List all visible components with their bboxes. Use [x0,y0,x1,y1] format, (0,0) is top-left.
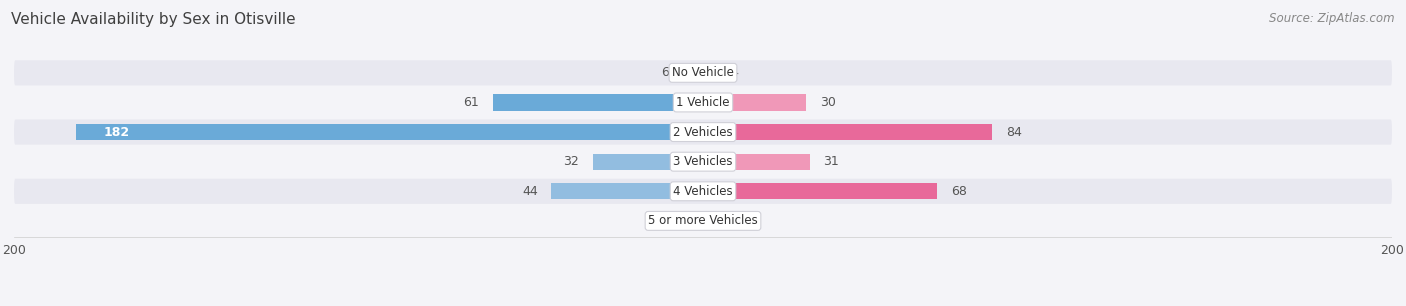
FancyBboxPatch shape [14,90,1392,115]
Bar [696,213,703,229]
Bar [682,65,703,81]
Text: 84: 84 [1007,125,1022,139]
Text: 3 Vehicles: 3 Vehicles [673,155,733,168]
Bar [551,183,703,200]
Bar [593,154,703,170]
FancyBboxPatch shape [14,208,1392,233]
Text: 4: 4 [731,215,738,227]
Text: 2: 2 [675,215,682,227]
Bar [703,65,717,81]
FancyBboxPatch shape [14,149,1392,174]
Bar [703,94,807,110]
Text: 2 Vehicles: 2 Vehicles [673,125,733,139]
FancyBboxPatch shape [14,119,1392,145]
Text: 32: 32 [564,155,579,168]
FancyBboxPatch shape [14,179,1392,204]
Text: 4: 4 [731,66,738,79]
Text: 30: 30 [820,96,837,109]
FancyBboxPatch shape [14,60,1392,85]
Text: 182: 182 [104,125,129,139]
Bar [494,94,703,110]
Text: 5 or more Vehicles: 5 or more Vehicles [648,215,758,227]
Text: 4 Vehicles: 4 Vehicles [673,185,733,198]
Text: No Vehicle: No Vehicle [672,66,734,79]
Text: 6: 6 [661,66,669,79]
Bar [76,124,703,140]
Text: 44: 44 [522,185,537,198]
Text: 1 Vehicle: 1 Vehicle [676,96,730,109]
Text: 31: 31 [824,155,839,168]
Bar [703,213,717,229]
Bar [703,154,810,170]
Bar [703,183,938,200]
Text: 68: 68 [950,185,967,198]
Text: Vehicle Availability by Sex in Otisville: Vehicle Availability by Sex in Otisville [11,12,295,27]
Text: Source: ZipAtlas.com: Source: ZipAtlas.com [1270,12,1395,25]
Text: 61: 61 [464,96,479,109]
Bar [703,124,993,140]
